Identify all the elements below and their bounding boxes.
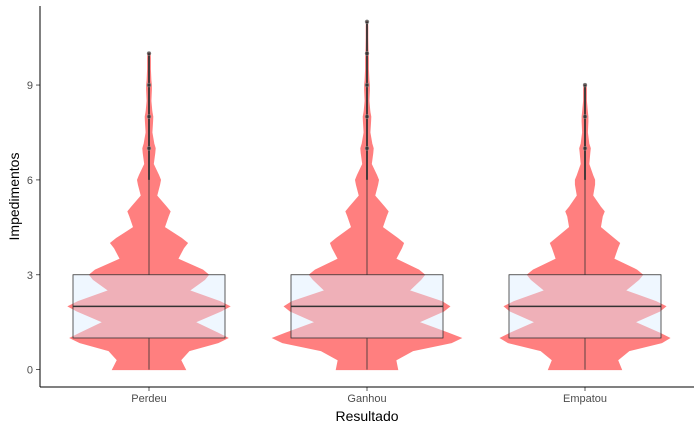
y-tick-label-3: 3 (27, 270, 33, 282)
outlier-point-ganhou (364, 19, 370, 25)
y-tick-label-0: 0 (27, 365, 33, 377)
outlier-point-empatou (582, 82, 588, 88)
outlier-point-ganhou (364, 146, 370, 151)
axes: Perdeu Ganhou Empatou 0 3 6 9 (27, 6, 694, 405)
outlier-point-empatou (582, 146, 588, 151)
outlier-point-perdeu (146, 82, 152, 88)
x-tick-label-perdeu: Perdeu (131, 393, 166, 405)
x-tick-label-empatou: Empatou (563, 393, 607, 405)
plot-area (67, 19, 671, 371)
outlier-point-perdeu (146, 146, 152, 151)
outlier-point-empatou (582, 114, 588, 119)
x-axis-title: Resultado (335, 408, 398, 424)
outlier-point-ganhou (364, 114, 370, 119)
outlier-point-ganhou (364, 51, 370, 56)
x-tick-label-ganhou: Ganhou (347, 393, 386, 405)
y-tick-label-9: 9 (27, 80, 33, 92)
outlier-point-perdeu (146, 114, 152, 119)
y-tick-label-6: 6 (27, 175, 33, 187)
y-axis-title: Impedimentos (6, 153, 22, 241)
outlier-point-ganhou (364, 82, 370, 88)
outlier-point-perdeu (146, 51, 152, 56)
